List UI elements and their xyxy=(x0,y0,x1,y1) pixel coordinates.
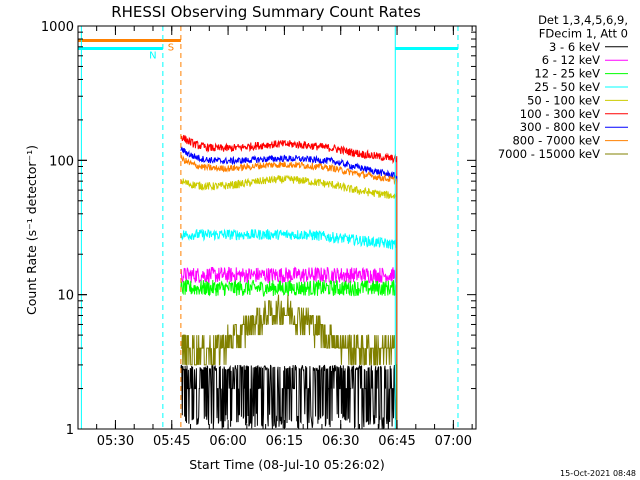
series-line xyxy=(180,266,398,429)
y-tick-label: 10 xyxy=(57,289,74,304)
legend-label: 7000 - 15000 keV xyxy=(498,147,600,161)
flag-label: N xyxy=(149,50,156,61)
x-tick-label: 07:00 xyxy=(435,434,472,449)
legend-header: FDecim 1, Att 0 xyxy=(539,26,628,40)
x-tick-label: 06:15 xyxy=(266,434,303,449)
plot-frame xyxy=(77,25,477,430)
y-tick-label: 100 xyxy=(49,154,74,169)
y-tick-label: 1 xyxy=(66,423,74,438)
legend-label: 6 - 12 keV xyxy=(542,53,600,67)
timestamp-label: 15-Oct-2021 08:48 xyxy=(560,469,636,478)
legend-label: 800 - 7000 keV xyxy=(512,134,600,148)
flag-label: S xyxy=(168,42,174,53)
axes: 1 10 100 1000 05:30 05:45 06:00 06:15 06:30 06:45… xyxy=(41,20,477,449)
legend-label: 25 - 50 keV xyxy=(534,80,600,94)
series-line xyxy=(180,294,398,429)
series-line xyxy=(180,228,398,429)
x-tick-label: 06:45 xyxy=(378,434,415,449)
chart-title: RHESSI Observing Summary Count Rates xyxy=(111,3,421,21)
legend-header: Det 1,3,4,5,6,9, xyxy=(538,13,628,27)
plot-area: SN xyxy=(78,26,459,429)
legend-label: 50 - 100 keV xyxy=(527,93,600,107)
legend-label: 300 - 800 keV xyxy=(520,120,600,134)
series-line xyxy=(180,154,398,429)
x-tick-label: 05:30 xyxy=(97,434,134,449)
x-tick-label: 05:45 xyxy=(153,434,190,449)
x-tick-label: 06:00 xyxy=(209,434,246,449)
legend-label: 100 - 300 keV xyxy=(520,107,600,121)
legend-label: 3 - 6 keV xyxy=(549,40,600,54)
series-line xyxy=(180,174,398,429)
series-line xyxy=(180,363,398,429)
x-axis-label: Start Time (08-Jul-10 05:26:02) xyxy=(189,457,385,472)
legend-label: 12 - 25 keV xyxy=(534,67,600,81)
series-line xyxy=(180,146,398,429)
series-line xyxy=(180,134,398,429)
data-layer xyxy=(78,26,459,429)
x-tick-label: 06:30 xyxy=(322,434,359,449)
series-line xyxy=(180,278,398,429)
y-axis-label: Count Rate (s⁻¹ detector⁻¹) xyxy=(24,145,39,315)
y-tick-label: 1000 xyxy=(41,20,74,35)
legend: Det 1,3,4,5,6,9,FDecim 1, Att 03 - 6 keV… xyxy=(498,13,628,161)
